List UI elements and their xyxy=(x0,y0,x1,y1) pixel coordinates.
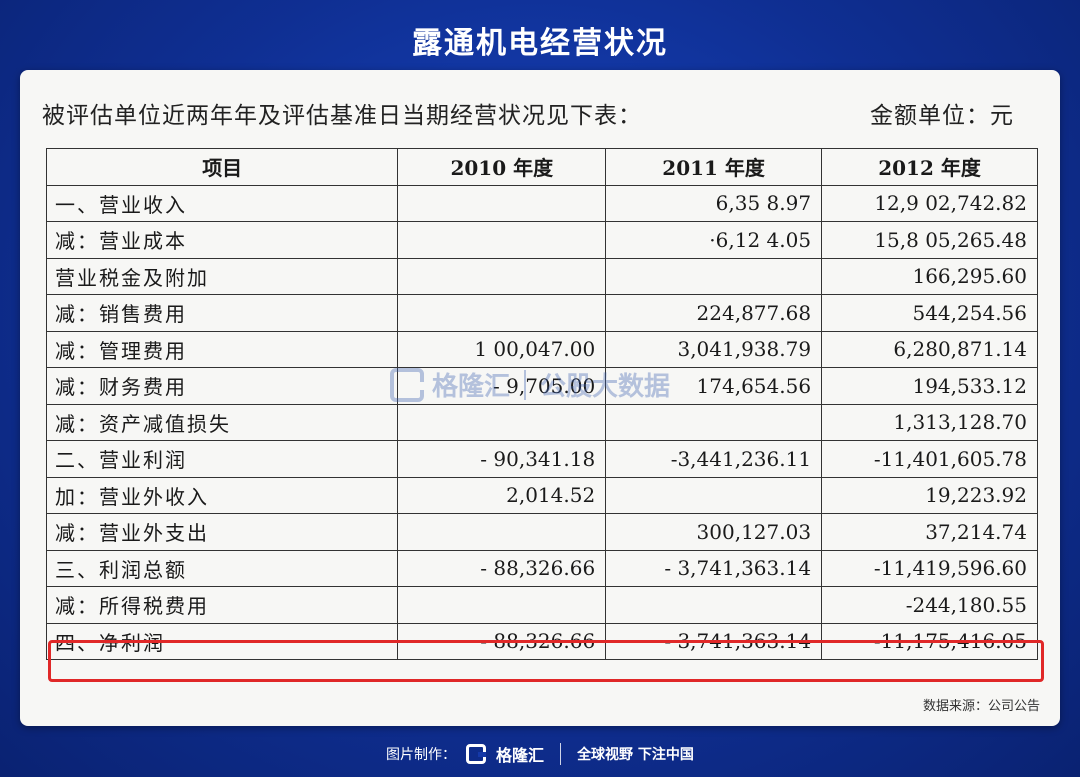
table-row: 减：财务费用 - 9,705.00 174,654.56 194,533.12 xyxy=(45,367,1038,405)
table-row: 加：营业外收入 2,014.52 19,223.92 xyxy=(45,476,1038,514)
cell-2011: -3,441,236.11 xyxy=(605,440,823,478)
row-label: 减：管理费用 xyxy=(45,330,399,368)
cell-2012: 19,223.92 xyxy=(821,476,1038,514)
cell-2010 xyxy=(397,586,607,624)
table-row: 二、营业利润 - 90,341.18 -3,441,236.11 -11,401… xyxy=(45,440,1038,478)
row-label: 减：财务费用 xyxy=(45,367,399,405)
cell-2010 xyxy=(397,221,607,259)
table-row: 减：管理费用 1 00,047.00 3,041,938.79 6,280,87… xyxy=(45,330,1038,368)
cell-2010: - 9,705.00 xyxy=(397,367,607,405)
cell-2011: ·6,12 4.05 xyxy=(605,221,823,259)
page-title: 露通机电经营状况 xyxy=(412,26,668,61)
content-card: 被评估单位近两年年及评估基准日当期经营状况见下表： 金额单位：元 项目 2010… xyxy=(20,70,1060,726)
cell-2012: -244,180.55 xyxy=(821,586,1038,624)
footer-brand: 格隆汇 xyxy=(496,746,545,765)
cell-2010 xyxy=(397,257,607,295)
brand-logo-icon xyxy=(466,744,487,764)
cell-2012: -11,175,416.05 xyxy=(821,622,1038,660)
table-row: 减：销售费用 224,877.68 544,254.56 xyxy=(45,294,1038,332)
cell-2010 xyxy=(397,403,607,441)
cell-2011: 174,654.56 xyxy=(605,367,823,405)
cell-2012: -11,419,596.60 xyxy=(821,549,1038,587)
table-row-net-profit: 四、净利润 - 88,326.66 - 3,741,363.14 -11,175… xyxy=(45,622,1038,660)
row-label: 减：营业外支出 xyxy=(45,513,399,551)
row-label: 加：营业外收入 xyxy=(45,476,399,514)
table-row: 减：营业外支出 300,127.03 37,214.74 xyxy=(45,513,1038,551)
cell-2010 xyxy=(397,184,607,222)
row-label: 营业税金及附加 xyxy=(45,257,399,295)
footer-slogan: 全球视野 下注中国 xyxy=(577,747,694,763)
cell-2012: 37,214.74 xyxy=(821,513,1038,551)
table-row: 减：所得税费用 -244,180.55 xyxy=(45,586,1038,624)
row-label: 减：营业成本 xyxy=(45,221,399,259)
table-row: 减：营业成本 ·6,12 4.05 15,8 05,265.48 xyxy=(45,221,1038,259)
table-row: 减：资产减值损失 1,313,128.70 xyxy=(45,403,1038,441)
cell-2012: 544,254.56 xyxy=(821,294,1038,332)
amount-unit: 金额单位：元 xyxy=(870,103,1014,129)
cell-2010: - 88,326.66 xyxy=(397,549,607,587)
cell-2012: -11,401,605.78 xyxy=(821,440,1038,478)
header-2011: 2011 年度 xyxy=(605,148,823,186)
cell-2011 xyxy=(605,586,823,624)
cell-2011: 6,35 8.97 xyxy=(605,184,823,222)
header-2010: 2010 年度 xyxy=(397,148,607,186)
table-row: 一、营业收入 6,35 8.97 12,9 02,742.82 xyxy=(45,184,1038,222)
table-row: 营业税金及附加 166,295.60 xyxy=(45,257,1038,295)
cell-2012: 12,9 02,742.82 xyxy=(821,184,1038,222)
cell-2011: 3,041,938.79 xyxy=(605,330,823,368)
cell-2011: 300,127.03 xyxy=(605,513,823,551)
header-item: 项目 xyxy=(45,148,399,186)
row-label: 减：销售费用 xyxy=(45,294,399,332)
row-label: 二、营业利润 xyxy=(45,440,399,478)
table-row: 三、利润总额 - 88,326.66 - 3,741,363.14 -11,41… xyxy=(45,549,1038,587)
cell-2011 xyxy=(605,403,823,441)
operating-status-table: 项目 2010 年度 2011 年度 2012 年度 一、营业收入 6,35 8… xyxy=(45,148,1038,660)
cell-2012: 1,313,128.70 xyxy=(821,403,1038,441)
cell-2010 xyxy=(397,294,607,332)
cell-2011 xyxy=(605,257,823,295)
cell-2012: 194,533.12 xyxy=(821,367,1038,405)
row-label: 四、净利润 xyxy=(45,622,399,660)
cell-2010: 2,014.52 xyxy=(397,476,607,514)
footer: 图片制作： 格隆汇 全球视野 下注中国 xyxy=(0,742,1080,766)
cell-2010 xyxy=(397,513,607,551)
table-intro: 被评估单位近两年年及评估基准日当期经营状况见下表： xyxy=(42,103,642,129)
footer-made-by: 图片制作： xyxy=(386,747,457,763)
cell-2011: - 3,741,363.14 xyxy=(605,622,823,660)
row-label: 减：所得税费用 xyxy=(45,586,399,624)
cell-2012: 15,8 05,265.48 xyxy=(821,221,1038,259)
cell-2012: 6,280,871.14 xyxy=(821,330,1038,368)
cell-2011 xyxy=(605,476,823,514)
cell-2011: 224,877.68 xyxy=(605,294,823,332)
cell-2010: - 88,326.66 xyxy=(397,622,607,660)
cell-2010: - 90,341.18 xyxy=(397,440,607,478)
cell-2011: - 3,741,363.14 xyxy=(605,549,823,587)
cell-2012: 166,295.60 xyxy=(821,257,1038,295)
header-2012: 2012 年度 xyxy=(821,148,1038,186)
table-header-row: 项目 2010 年度 2011 年度 2012 年度 xyxy=(45,148,1038,186)
row-label: 三、利润总额 xyxy=(45,549,399,587)
row-label: 一、营业收入 xyxy=(45,184,399,222)
cell-2010: 1 00,047.00 xyxy=(397,330,607,368)
data-source: 数据来源：公司公告 xyxy=(922,699,1040,714)
row-label: 减：资产减值损失 xyxy=(45,403,399,441)
footer-divider xyxy=(560,743,562,765)
